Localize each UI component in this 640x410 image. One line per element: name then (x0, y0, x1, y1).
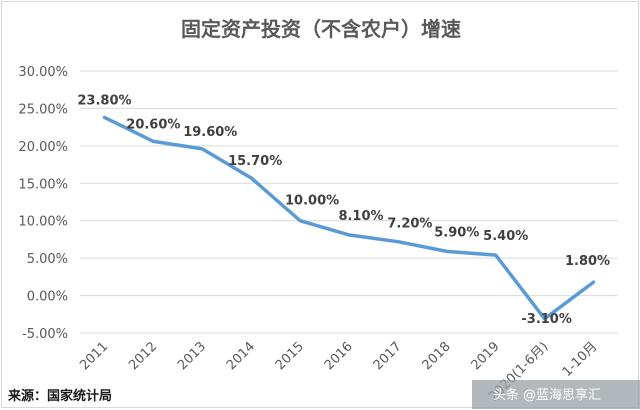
y-tick-label: 5.00% (27, 252, 68, 267)
y-axis-ticks: 30.00% 25.00% 20.00% 15.00% 10.00% 5.00% 0.00%… (18, 65, 68, 342)
x-tick-label: 2012 (126, 339, 160, 373)
y-tick-label: 20.00% (18, 140, 68, 155)
data-label: 1.80% (565, 254, 610, 269)
watermark-background (472, 380, 640, 409)
data-label: 20.60% (126, 117, 180, 132)
series-line (102, 115, 596, 321)
x-tick-label: 2016 (322, 339, 356, 373)
data-label: 10.00% (285, 194, 339, 209)
x-tick-label: 2011 (77, 339, 111, 373)
data-labels: 23.80% 20.60% 19.60% 15.70% 10.00%8.10% 7.20%… (77, 93, 610, 326)
data-label: 5.90% (434, 225, 479, 240)
x-tick-label: 2017 (371, 339, 405, 373)
x-tick-label: 2018 (420, 339, 454, 373)
x-tick-label: 2019 (469, 339, 503, 373)
y-tick-label: 30.00% (18, 65, 68, 80)
source-note: 来源：国家统计局 (7, 388, 112, 404)
data-label: 15.70% (228, 154, 282, 169)
data-label: 23.80% (77, 93, 131, 108)
data-label: -3.10% (521, 312, 572, 327)
y-tick-label: 10.00% (18, 215, 68, 230)
y-tick-label: 15.00% (18, 177, 68, 192)
data-label: 7.20% (387, 217, 432, 232)
y-tick-label: 0.00% (27, 290, 68, 305)
x-tick-label: 2013 (175, 339, 209, 373)
x-tick-label: 2015 (273, 339, 307, 373)
watermark: 头条 @蓝海思享汇 (493, 387, 601, 403)
chart-title: 固定资产投资（不含农户）增速 (181, 17, 461, 41)
y-tick-label: -5.00% (22, 327, 68, 342)
data-label: 5.40% (483, 229, 528, 244)
gridlines (80, 70, 618, 334)
data-label: 19.60% (183, 125, 237, 140)
x-tick-label: 1-10月 (560, 339, 601, 380)
y-tick-label: 25.00% (18, 102, 68, 117)
data-label: 8.10% (338, 209, 383, 224)
x-tick-label: 2014 (224, 339, 258, 373)
